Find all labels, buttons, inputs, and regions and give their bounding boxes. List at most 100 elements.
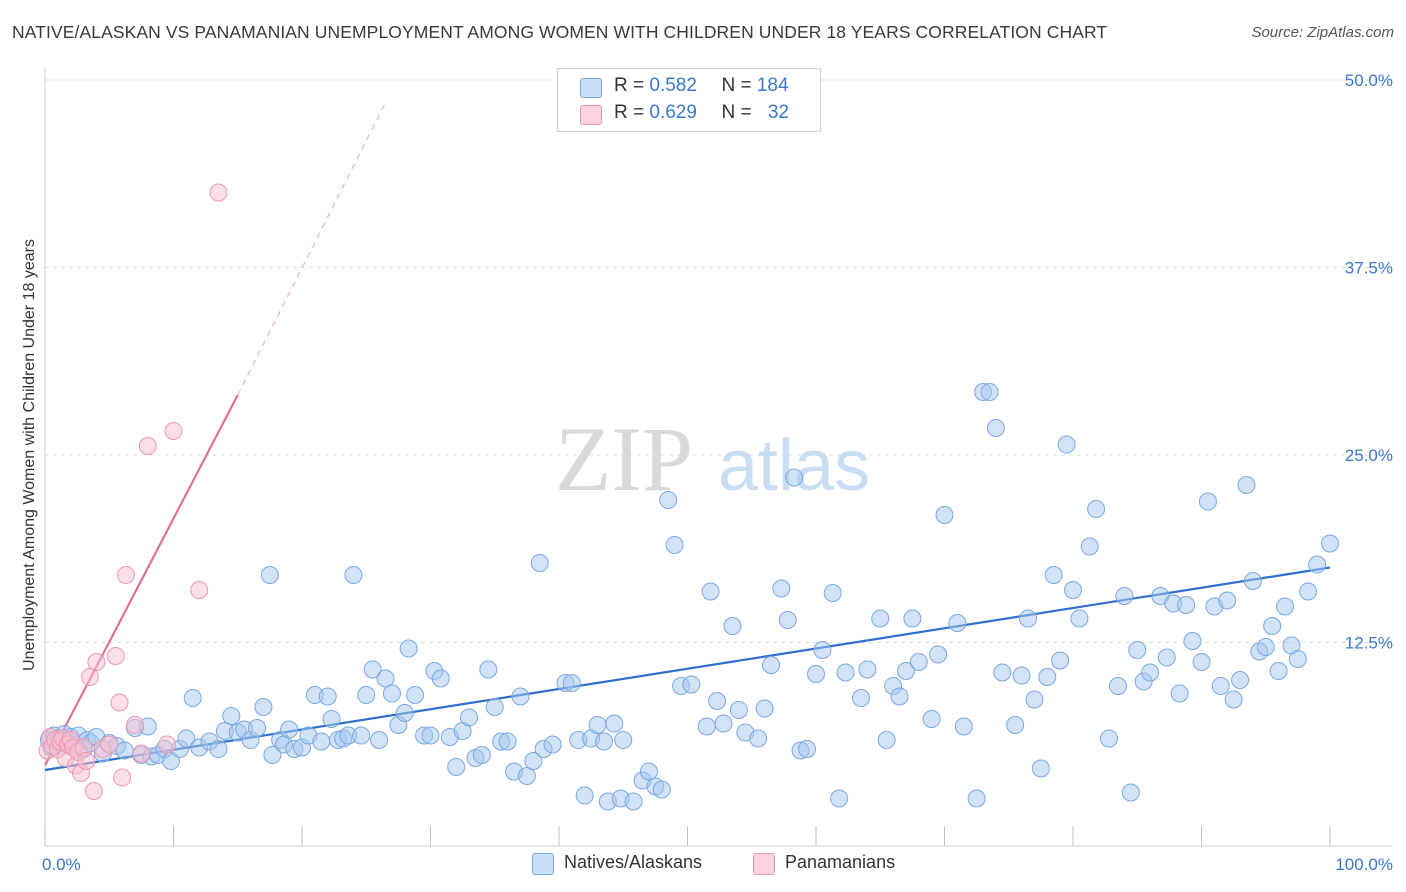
data-point-panamanians — [132, 744, 151, 763]
data-point-natives — [222, 707, 241, 725]
data-point-natives — [798, 740, 817, 758]
data-point-natives — [1157, 648, 1176, 667]
source-note: Source: ZipAtlas.com — [1251, 24, 1394, 41]
data-point-panamanians — [125, 716, 144, 734]
legend-n-value: 184 — [756, 75, 789, 96]
data-point-natives — [562, 674, 581, 692]
data-point-panamanians — [87, 653, 106, 671]
data-point-natives — [1276, 597, 1295, 616]
data-point-natives — [993, 663, 1012, 682]
data-point-natives — [1025, 690, 1044, 709]
y-tick-label: 25.0% — [1345, 446, 1393, 465]
data-point-natives — [1128, 641, 1147, 659]
data-point-natives — [498, 732, 517, 751]
data-point-natives — [183, 689, 202, 707]
data-point-natives — [370, 731, 389, 749]
data-point-panamanians — [164, 422, 183, 440]
data-point-natives — [682, 675, 701, 694]
tick-labels: 12.5% 25.0% 37.5% 50.0% 0.0% 100.0% — [42, 71, 1393, 874]
data-point-natives — [1080, 537, 1099, 556]
data-point-natives — [524, 752, 543, 770]
data-point-natives — [785, 468, 804, 487]
data-point-natives — [749, 729, 768, 748]
data-point-natives — [909, 653, 928, 671]
bottom-legend-label-panamanians: Panamanians — [785, 852, 896, 872]
data-point-natives — [344, 566, 363, 584]
x-tick-label: 100.0% — [1335, 855, 1393, 874]
data-point-natives — [1192, 653, 1211, 671]
bottom-legend-swatch-natives — [532, 853, 554, 875]
data-point-natives — [723, 617, 742, 635]
data-point-natives — [588, 716, 607, 734]
data-point-natives — [614, 731, 633, 749]
data-point-natives — [254, 698, 273, 716]
data-point-natives — [903, 609, 922, 628]
data-point-natives — [1224, 690, 1243, 709]
data-point-natives — [322, 710, 341, 728]
data-point-natives — [823, 584, 842, 602]
data-point-natives — [1115, 587, 1134, 605]
data-point-natives — [472, 746, 491, 764]
data-point-natives — [280, 720, 299, 739]
data-point-natives — [460, 708, 479, 727]
data-point-natives — [778, 611, 797, 629]
data-point-natives — [624, 792, 643, 811]
data-point-natives — [352, 726, 371, 745]
data-point-natives — [1299, 582, 1318, 601]
data-point-natives — [954, 717, 973, 736]
data-point-natives — [665, 536, 684, 554]
data-point-natives — [1321, 534, 1339, 553]
data-point-natives — [836, 663, 855, 682]
legend-n-label: N = — [721, 102, 757, 123]
legend-r-label: R = — [614, 75, 650, 96]
data-point-natives — [877, 731, 896, 749]
data-point-natives — [406, 686, 425, 704]
legend-r-label: R = — [614, 102, 650, 123]
data-point-natives — [807, 665, 825, 683]
points-panamanians — [38, 183, 228, 800]
data-point-natives — [1263, 617, 1282, 635]
data-point-panamanians — [80, 668, 99, 686]
data-point-panamanians — [209, 183, 228, 202]
data-point-natives — [813, 641, 832, 659]
watermark-atlas: atlas — [718, 426, 870, 506]
data-point-natives — [479, 660, 498, 679]
data-point-natives — [485, 698, 504, 716]
data-point-natives — [1019, 609, 1038, 628]
data-point-natives — [318, 687, 337, 706]
points-natives — [39, 383, 1339, 811]
data-point-natives — [714, 714, 733, 733]
data-point-natives — [697, 717, 716, 736]
data-point-natives — [755, 699, 774, 718]
trend-line-panamanians — [44, 394, 239, 767]
legend-r-value: 0.582 — [649, 75, 697, 96]
data-point-natives — [980, 383, 999, 401]
data-point-natives — [1256, 638, 1275, 656]
data-point-natives — [1269, 662, 1288, 680]
data-point-natives — [986, 419, 1005, 437]
x-tick-label: 0.0% — [42, 855, 81, 874]
data-point-natives — [1031, 759, 1050, 778]
data-point-natives — [1308, 555, 1327, 574]
data-point-natives — [382, 684, 401, 703]
correlation-legend: R = 0.582 N = 184 R = 0.629 N = 32 — [557, 68, 821, 132]
y-tick-label: 50.0% — [1345, 71, 1393, 90]
watermark: ZIP atlas — [555, 408, 870, 510]
data-point-natives — [1183, 632, 1202, 650]
data-point-natives — [357, 686, 376, 704]
data-point-natives — [948, 614, 967, 632]
data-point-natives — [431, 669, 450, 688]
data-point-natives — [260, 566, 279, 584]
data-point-natives — [1044, 566, 1063, 584]
data-point-natives — [312, 732, 331, 751]
data-point-natives — [830, 789, 849, 808]
data-point-natives — [517, 767, 536, 785]
axes — [44, 68, 1392, 847]
legend-swatch-panamanians — [580, 105, 602, 125]
data-point-natives — [871, 609, 890, 628]
data-point-natives — [701, 582, 720, 601]
data-point-natives — [652, 780, 671, 799]
data-point-natives — [376, 669, 395, 688]
data-point-panamanians — [84, 782, 103, 800]
data-point-natives — [543, 735, 562, 754]
